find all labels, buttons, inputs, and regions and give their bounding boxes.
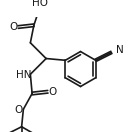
Text: HN: HN [16, 70, 31, 80]
Text: O: O [15, 105, 23, 115]
Text: N: N [116, 45, 124, 55]
Text: HO: HO [32, 0, 48, 8]
Text: O: O [10, 22, 18, 32]
Text: O: O [48, 87, 56, 97]
